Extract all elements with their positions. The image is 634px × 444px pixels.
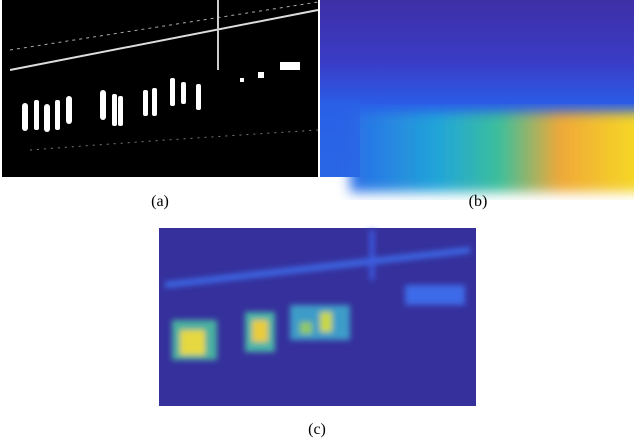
page: (a) (b) (c) (() => { const data = JSON.p…	[0, 0, 634, 444]
figure: (a) (b) (c)	[0, 0, 634, 444]
panel-label: (a)	[151, 193, 169, 210]
panel-b-image	[320, 0, 634, 192]
panel-c-image	[159, 228, 476, 406]
panel-a-image	[2, 0, 318, 177]
panel-label: (c)	[308, 421, 326, 438]
panel-label: (b)	[469, 193, 488, 210]
